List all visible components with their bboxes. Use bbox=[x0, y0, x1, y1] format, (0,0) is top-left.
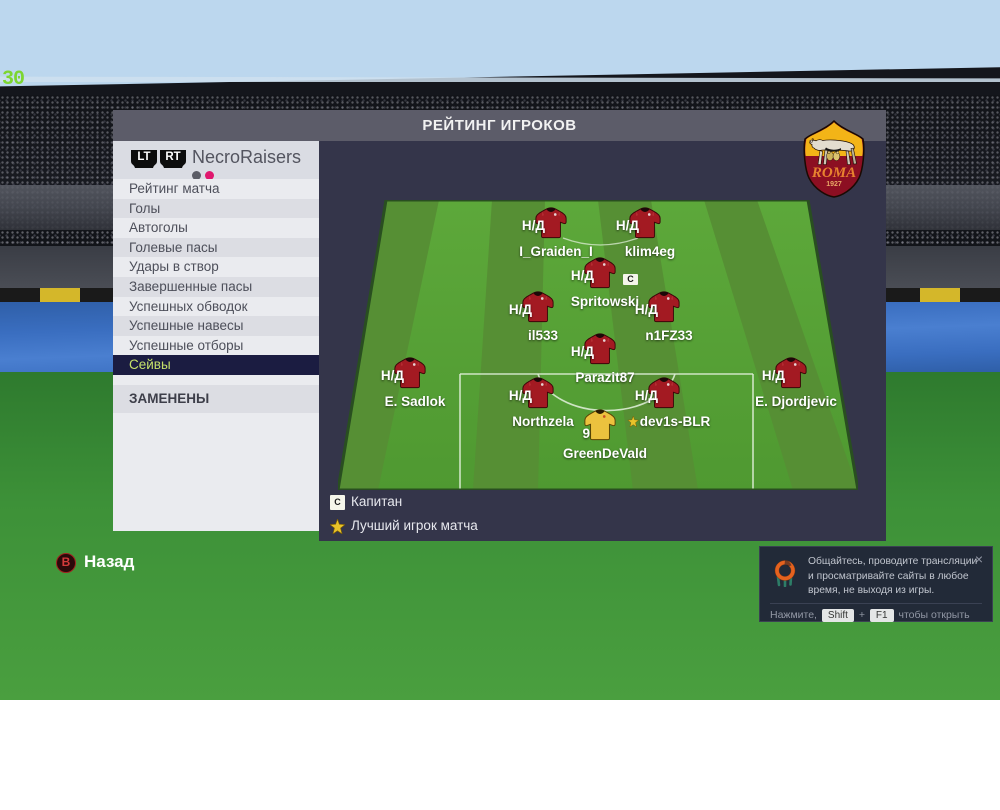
svg-text:1927: 1927 bbox=[826, 181, 842, 188]
svg-text:ROMA: ROMA bbox=[811, 165, 856, 181]
